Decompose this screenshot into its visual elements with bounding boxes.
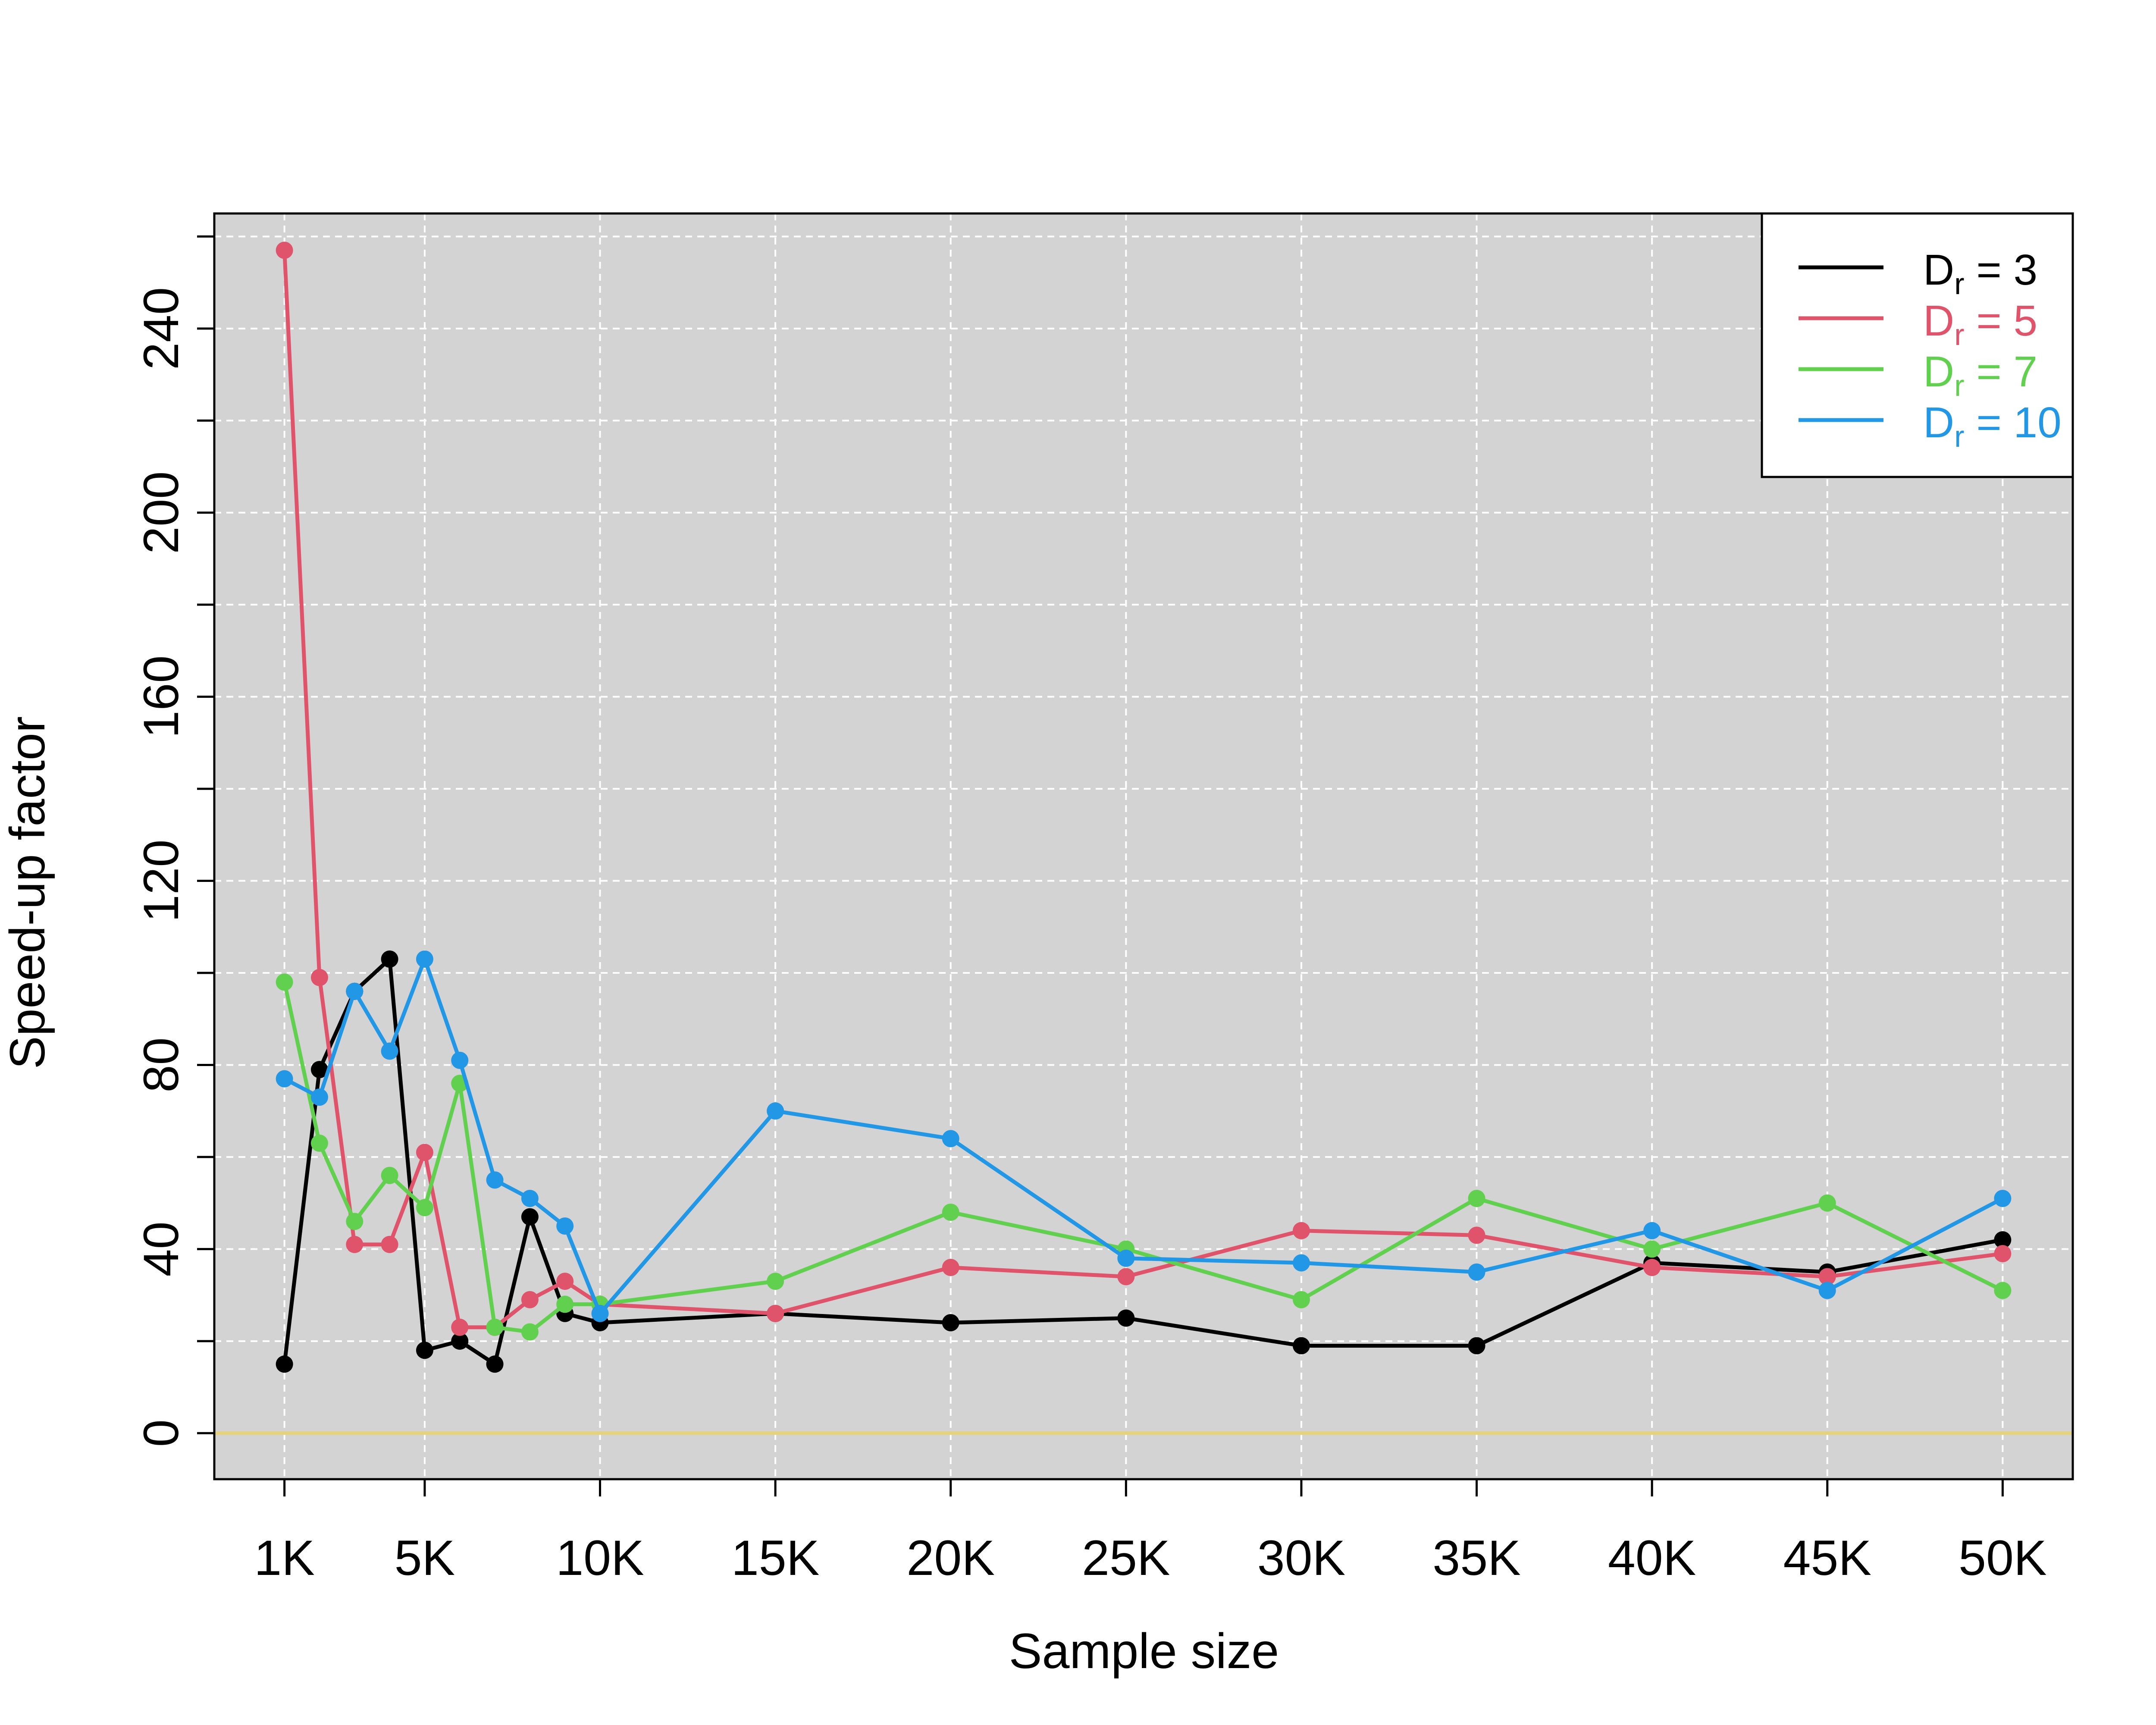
data-point (556, 1295, 574, 1313)
data-point (451, 1318, 469, 1336)
data-point (1994, 1189, 2012, 1207)
legend-label: Dr = 3 (1923, 246, 2037, 301)
y-tick-label: 120 (134, 840, 189, 922)
data-point (416, 950, 433, 968)
legend-box (1761, 212, 2074, 478)
series-line (283, 957, 2004, 1316)
y-tick-label: 0 (134, 1419, 189, 1447)
data-point (381, 1236, 398, 1253)
y-axis-title: Speed-up factor (0, 716, 55, 1069)
data-point (1468, 1226, 1485, 1244)
data-point (276, 973, 293, 991)
data-point (276, 1355, 293, 1373)
data-point (1643, 1240, 1661, 1258)
data-point (416, 1199, 433, 1217)
data-point (1643, 1259, 1661, 1276)
series-7 (276, 973, 2012, 1341)
x-tick-label: 1K (254, 1531, 315, 1586)
y-tick-label: 160 (134, 656, 189, 738)
data-point (1994, 1231, 2012, 1249)
series-group (276, 242, 2012, 1373)
data-point (1818, 1268, 1836, 1286)
data-point (1994, 1245, 2012, 1263)
data-point (767, 1102, 784, 1120)
legend-label: Dr = 10 (1923, 398, 2062, 453)
x-tick-label: 10K (556, 1531, 644, 1586)
axes: 1K 5K 10K 15K 20K 25K 30K 35K 40K 45K 50K 0 40 80 120 1… (134, 212, 2074, 1586)
data-point (310, 1088, 328, 1106)
y-tick-label: 200 (134, 471, 189, 554)
data-point (381, 1042, 398, 1060)
y-tick-label: 80 (134, 1037, 189, 1092)
data-point (591, 1305, 609, 1322)
x-tick-label: 25K (1082, 1531, 1170, 1586)
x-tick-label: 15K (731, 1531, 820, 1586)
data-point (1117, 1249, 1135, 1267)
legend: Dr = 3Dr = 5Dr = 7Dr = 10 (1761, 212, 2074, 478)
data-point (1292, 1337, 1310, 1355)
y-tick-label: 40 (134, 1221, 189, 1276)
x-axis-title: Sample size (1009, 1624, 1279, 1679)
data-point (381, 1167, 398, 1184)
data-point (1292, 1222, 1310, 1239)
data-point (942, 1314, 959, 1332)
data-point (556, 1217, 574, 1235)
data-point (346, 982, 364, 1000)
legend-label: Dr = 5 (1923, 297, 2037, 351)
data-point (310, 1061, 328, 1079)
data-point (1468, 1189, 1485, 1207)
data-point (556, 1273, 574, 1290)
data-point (416, 1144, 433, 1161)
data-point (521, 1291, 539, 1308)
data-point (1994, 1282, 2012, 1299)
data-point (521, 1323, 539, 1341)
data-point (942, 1259, 959, 1276)
data-point (1117, 1309, 1135, 1327)
data-point (767, 1273, 784, 1290)
data-point (1117, 1268, 1135, 1286)
data-point (521, 1189, 539, 1207)
data-point (1292, 1254, 1310, 1272)
data-point (1468, 1263, 1485, 1281)
data-point (1818, 1282, 1836, 1299)
legend-label: Dr = 7 (1923, 348, 2037, 402)
data-point (486, 1355, 504, 1373)
data-point (276, 242, 293, 259)
data-point (486, 1171, 504, 1189)
y-tick-label: 240 (134, 287, 189, 370)
data-point (767, 1305, 784, 1322)
data-point (346, 1236, 364, 1253)
series-line (282, 982, 2004, 1334)
data-point (346, 1213, 364, 1230)
data-point (416, 1342, 433, 1359)
data-point (521, 1208, 539, 1226)
x-tick-label: 45K (1783, 1531, 1871, 1586)
data-point (451, 1051, 469, 1069)
data-point (486, 1318, 504, 1336)
data-point (310, 969, 328, 986)
data-point (310, 1134, 328, 1152)
data-point (381, 950, 398, 968)
x-tick-label: 35K (1432, 1531, 1521, 1586)
x-tick-label: 20K (906, 1531, 995, 1586)
data-point (1643, 1222, 1661, 1239)
x-tick-label: 40K (1608, 1531, 1696, 1586)
data-point (1292, 1291, 1310, 1308)
data-point (451, 1332, 469, 1350)
series-10 (276, 950, 2012, 1322)
x-tick-label: 5K (395, 1531, 455, 1586)
data-point (1468, 1337, 1485, 1355)
x-tick-label: 50K (1959, 1531, 2047, 1586)
plot-frame (213, 212, 2074, 1480)
x-tick-label: 30K (1257, 1531, 1346, 1586)
data-point (276, 1070, 293, 1088)
data-point (1818, 1194, 1836, 1212)
data-point (942, 1130, 959, 1148)
data-point (942, 1203, 959, 1221)
